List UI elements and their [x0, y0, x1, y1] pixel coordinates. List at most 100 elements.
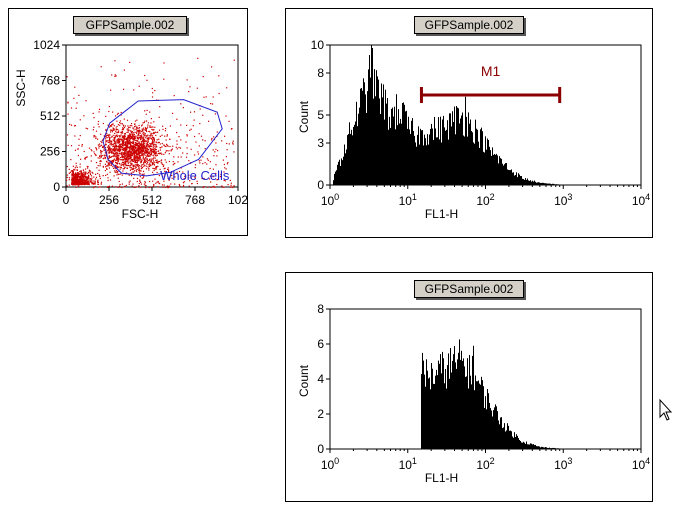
event-dot	[153, 132, 155, 134]
histogram-bar	[405, 111, 406, 185]
event-dot	[70, 107, 73, 109]
event-dot	[141, 154, 143, 156]
event-dot	[134, 150, 136, 152]
event-dot	[138, 155, 141, 157]
event-dot	[118, 180, 120, 183]
event-dot	[147, 139, 149, 141]
histogram-bar	[432, 368, 433, 449]
event-dot	[213, 185, 215, 187]
event-dot	[120, 138, 122, 140]
event-dot	[153, 163, 155, 165]
event-dot	[232, 143, 234, 145]
event-dot	[79, 176, 81, 178]
event-dot	[80, 179, 82, 181]
histogram-bar	[377, 76, 378, 185]
event-dot	[130, 162, 132, 164]
event-dot	[140, 135, 142, 137]
event-dot	[106, 150, 108, 152]
event-dot	[147, 151, 149, 153]
event-dot	[140, 150, 142, 152]
histogram-bar	[448, 139, 449, 185]
histogram-bar	[432, 128, 433, 185]
y-tick-label: 8	[317, 66, 324, 80]
event-dot	[154, 148, 156, 150]
event-dot	[165, 127, 167, 130]
histogram-bar	[456, 106, 457, 185]
event-dot	[113, 159, 115, 161]
histogram-bar	[486, 149, 487, 185]
event-dot	[111, 185, 113, 187]
event-dot	[72, 175, 74, 177]
panel-title[interactable]: GFPSample.002	[414, 16, 524, 34]
event-dot	[182, 171, 184, 173]
event-dot	[92, 129, 94, 131]
histogram-panel-m1[interactable]: GFPSample.002 M1 100 101 102 103 104 0 3 5 8 10 FL1…	[285, 8, 653, 238]
event-dot	[118, 145, 120, 147]
event-dot	[96, 167, 98, 169]
histogram-panel-gated[interactable]: GFPSample.002 100 101 102 103 104 0 2 4 6 8 FL1-H C…	[285, 272, 653, 502]
event-dot	[146, 138, 148, 140]
event-dot	[198, 133, 200, 135]
event-dot	[224, 180, 226, 182]
plot-area	[329, 308, 642, 450]
panel-title[interactable]: GFPSample.002	[73, 16, 187, 34]
event-dot	[93, 183, 95, 185]
event-dot	[139, 148, 141, 150]
event-dot	[142, 132, 144, 134]
event-dot	[115, 145, 117, 147]
event-dot	[109, 164, 111, 167]
event-dot	[138, 142, 140, 144]
event-dot	[150, 144, 152, 146]
event-dot	[97, 123, 99, 125]
event-dot	[184, 175, 186, 177]
event-dot	[116, 136, 119, 138]
event-dot	[122, 142, 124, 144]
event-dot	[150, 118, 152, 120]
event-dot	[142, 130, 144, 132]
event-dot	[129, 166, 131, 168]
event-dot	[176, 140, 178, 142]
event-dot	[123, 158, 125, 161]
event-dot	[123, 118, 125, 120]
histogram-bar	[559, 448, 560, 449]
event-dot	[146, 109, 148, 111]
event-dot	[120, 111, 122, 114]
histogram-bar	[492, 147, 493, 185]
histogram-bar	[504, 164, 505, 185]
event-dot	[158, 182, 160, 184]
event-dot	[140, 145, 142, 147]
event-dot	[143, 139, 145, 141]
event-dot	[78, 138, 80, 140]
event-dot	[71, 173, 73, 175]
histogram-bar	[338, 161, 339, 185]
dot-plot-panel[interactable]: GFPSample.002 Whole Cells 0 256 512 768 102 0 2…	[8, 8, 248, 236]
event-dot	[126, 153, 128, 155]
event-dot	[108, 105, 110, 108]
event-dot	[152, 162, 154, 164]
event-dot	[136, 142, 138, 144]
event-dot	[66, 134, 69, 136]
event-dot	[138, 127, 141, 129]
event-dot	[74, 182, 76, 184]
event-dot	[113, 156, 115, 158]
histogram-bar	[381, 83, 382, 185]
histogram-bar	[458, 108, 459, 185]
event-dot	[152, 126, 154, 128]
event-dot	[190, 177, 192, 179]
x-tick-label: 256	[99, 193, 119, 207]
event-dot	[146, 143, 148, 145]
event-dot	[142, 136, 144, 138]
histogram-bar	[546, 183, 547, 185]
event-dot	[137, 147, 139, 149]
event-dot	[203, 177, 205, 180]
histogram-bar	[468, 388, 469, 449]
event-dot	[72, 171, 74, 173]
event-dot	[131, 142, 133, 144]
event-dot	[136, 161, 138, 163]
event-dot	[157, 180, 159, 183]
event-dot	[83, 182, 85, 184]
event-dot	[70, 124, 73, 126]
event-dot	[130, 141, 133, 144]
panel-title[interactable]: GFPSample.002	[414, 280, 524, 298]
